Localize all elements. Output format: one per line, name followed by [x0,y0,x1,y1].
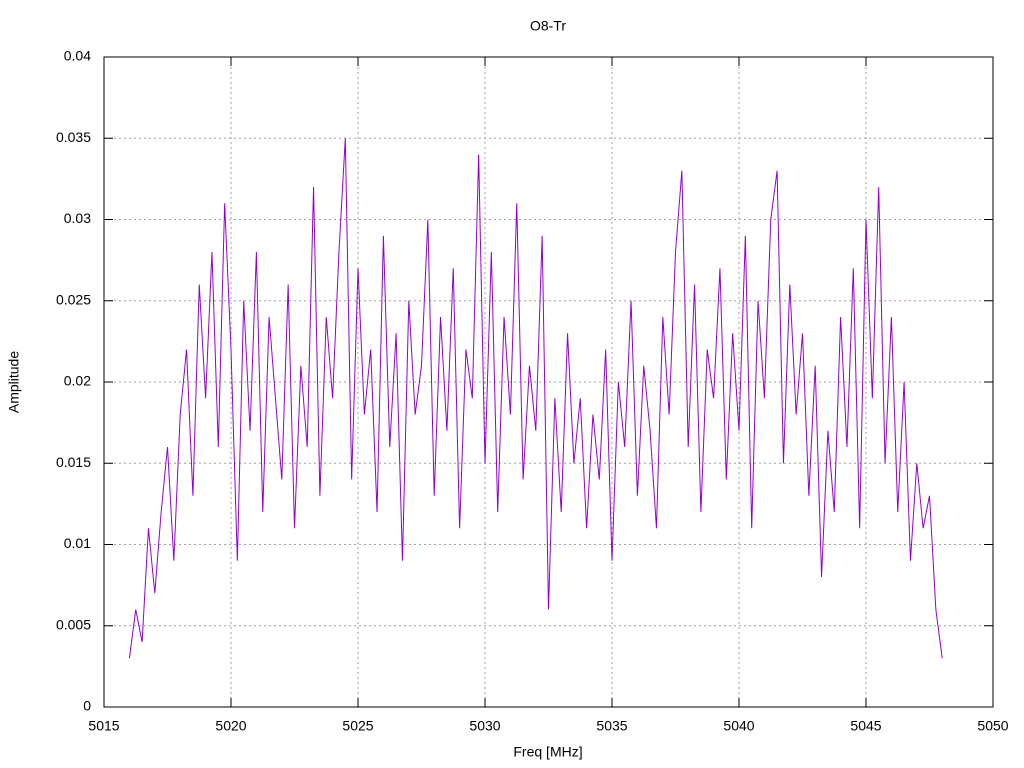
x-tick-label: 5030 [469,718,500,734]
y-tick-label: 0.03 [64,210,91,226]
x-tick-label: 5020 [215,718,246,734]
y-tick-label: 0.04 [64,48,91,64]
x-tick-label: 5045 [850,718,881,734]
y-tick-label: 0.02 [64,373,91,389]
y-tick-label: 0.025 [56,291,91,307]
x-tick-label: 5040 [723,718,754,734]
y-tick-label: 0.005 [56,616,91,632]
plot-border [103,56,994,708]
x-tick-label: 5015 [88,718,119,734]
x-axis-label: Freq [MHz] [513,744,582,760]
chart-title: O8-Tr [530,18,566,34]
y-tick-label: 0.01 [64,535,91,551]
y-axis-label: Amplitude [6,351,22,413]
x-tick-label: 5025 [342,718,373,734]
y-tick-label: 0 [83,698,91,714]
x-tick-label: 5050 [977,718,1008,734]
y-tick-label: 0.015 [56,454,91,470]
y-tick-label: 0.035 [56,129,91,145]
x-tick-label: 5035 [596,718,627,734]
data-line [128,138,943,659]
